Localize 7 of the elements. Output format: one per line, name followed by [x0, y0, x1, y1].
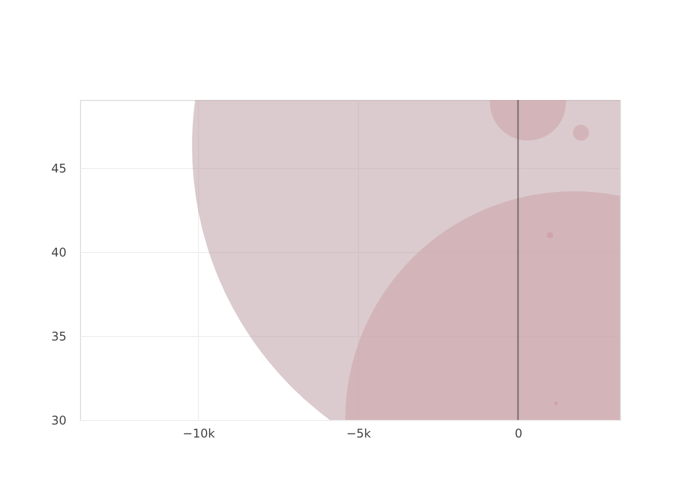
x-tick-label: 0	[514, 426, 522, 440]
x-tick-label: −10k	[182, 426, 215, 440]
y-tick-label: 45	[51, 162, 66, 176]
y-tick-label: 35	[51, 330, 66, 344]
x-tick-label: −5k	[346, 426, 372, 440]
y-tick-label: 30	[51, 414, 66, 428]
y-tick-label: 40	[51, 246, 66, 260]
